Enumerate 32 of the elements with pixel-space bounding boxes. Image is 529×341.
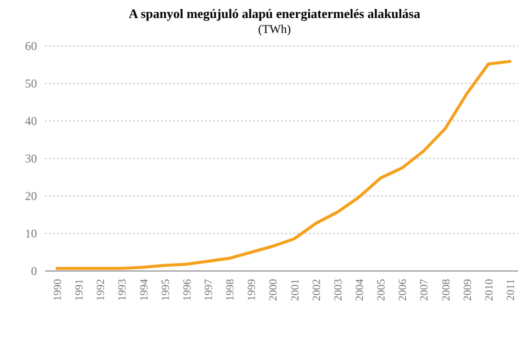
chart-subtitle: (TWh) [258,22,291,36]
x-tick-label: 1991 [74,279,86,301]
x-tick-label: 1995 [160,278,172,301]
y-tick-label: 30 [25,152,37,166]
x-tick-label: 1998 [224,278,237,301]
x-tick-label: 1997 [203,278,215,301]
x-tick-label: 2010 [483,278,496,301]
y-tick-label: 10 [25,226,37,241]
x-tick-label: 2000 [268,278,280,301]
line-series [56,60,512,270]
y-tick-label: 40 [25,114,37,128]
x-tick-label: 2003 [332,278,344,301]
y-tick-label: 0 [31,264,37,278]
x-tick-label: 2001 [289,279,302,301]
x-tick-label: 1996 [181,278,194,301]
y-tick-label: 60 [25,39,37,54]
chart-title: A spanyol megújuló alapú energiatermelés alakulása [128,6,421,21]
x-tick-label: 2009 [462,278,474,301]
x-tick-label: 1992 [95,279,108,301]
y-tick-label: 20 [25,189,37,204]
x-tick-label: 2011 [505,279,517,301]
x-tick-label: 2002 [310,279,323,301]
x-tick-label: 2008 [440,278,452,301]
x-tick-label: 2005 [376,278,388,301]
x-tick-label: 2006 [397,278,410,301]
y-tick-label: 50 [25,76,37,91]
x-tick-label: 1994 [138,278,150,301]
x-tick-label: 2007 [418,278,431,301]
x-tick-label: 1990 [52,278,64,301]
x-tick-label: 1993 [116,278,129,301]
x-tick-label: 2004 [354,278,366,301]
x-tick-label: 1999 [246,278,258,301]
